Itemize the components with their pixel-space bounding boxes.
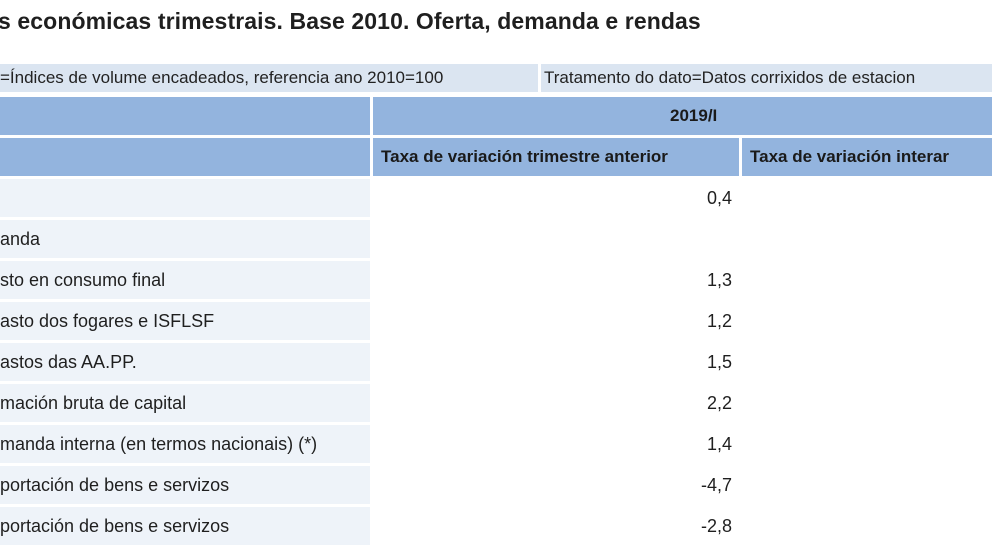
value-cell bbox=[742, 466, 992, 504]
value-cell: -4,7 bbox=[373, 466, 739, 504]
row-label: portación de bens e servizos bbox=[0, 507, 370, 545]
header-stub bbox=[0, 138, 370, 176]
row-label: portación de bens e servizos bbox=[0, 466, 370, 504]
row-label: mación bruta de capital bbox=[0, 384, 370, 422]
header-stub-top bbox=[0, 97, 370, 135]
column-header: Taxa de variación trimestre anterior bbox=[373, 138, 739, 176]
row-label: manda interna (en termos nacionais) (*) bbox=[0, 425, 370, 463]
value-cell bbox=[742, 302, 992, 340]
filter-data-treatment[interactable]: Tratamento do dato=Datos corrixidos de e… bbox=[541, 64, 992, 92]
row-label bbox=[0, 179, 370, 217]
value-cell bbox=[742, 220, 992, 258]
row-label: asto dos fogares e ISFLSF bbox=[0, 302, 370, 340]
value-cell: -2,8 bbox=[373, 507, 739, 545]
value-cell bbox=[742, 384, 992, 422]
value-cell: 0,4 bbox=[373, 179, 739, 217]
filter-bar: =Índices de volume encadeados, referenci… bbox=[0, 64, 992, 92]
filter-measure[interactable]: =Índices de volume encadeados, referenci… bbox=[0, 64, 538, 92]
value-cell bbox=[742, 343, 992, 381]
value-cell: 1,2 bbox=[373, 302, 739, 340]
value-cell bbox=[742, 425, 992, 463]
row-label: sto en consumo final bbox=[0, 261, 370, 299]
row-label: astos das AA.PP. bbox=[0, 343, 370, 381]
row-label: anda bbox=[0, 220, 370, 258]
value-cell bbox=[742, 179, 992, 217]
value-cell: 1,4 bbox=[373, 425, 739, 463]
value-cell bbox=[742, 261, 992, 299]
column-header: Taxa de variación interar bbox=[742, 138, 992, 176]
value-cell bbox=[373, 220, 739, 258]
value-cell: 2,2 bbox=[373, 384, 739, 422]
period-header: 2019/I bbox=[373, 97, 992, 135]
value-cell: 1,3 bbox=[373, 261, 739, 299]
value-cell bbox=[742, 507, 992, 545]
page-title: s económicas trimestrais. Base 2010. Ofe… bbox=[0, 8, 701, 34]
value-cell: 1,5 bbox=[373, 343, 739, 381]
